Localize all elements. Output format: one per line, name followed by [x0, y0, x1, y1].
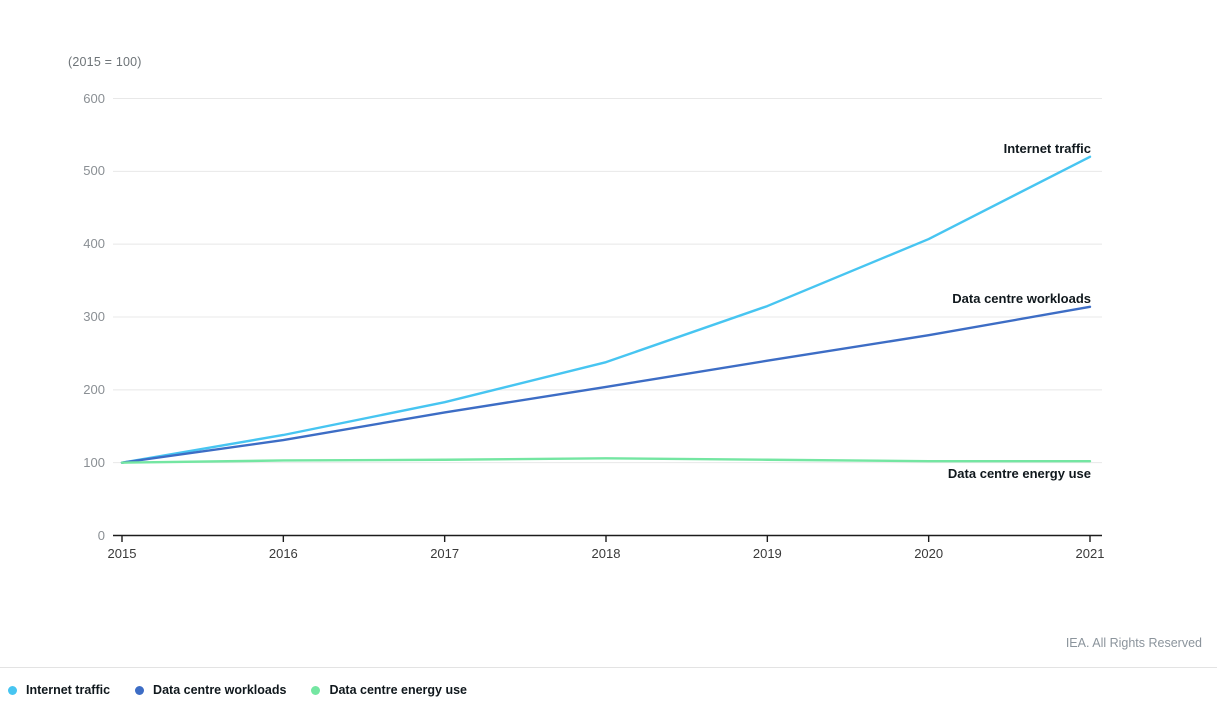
y-tick-label: 300 — [83, 309, 105, 324]
x-tick-label: 2020 — [914, 546, 944, 561]
series-label-internet-traffic: Internet traffic — [1003, 140, 1091, 156]
data-centre-energy-use-dot-icon — [311, 685, 321, 695]
copyright-text: IEA. All Rights Reserved — [1065, 636, 1202, 650]
legend-item-data-centre-energy-use[interactable]: Data centre energy use — [311, 683, 467, 697]
internet-traffic-dot-icon — [8, 685, 17, 695]
legend-item-internet-traffic[interactable]: Internet traffic — [8, 683, 110, 697]
x-tick-label: 2018 — [591, 546, 621, 561]
series-line-internet-traffic[interactable] — [120, 155, 1092, 464]
legend-label: Data centre workloads — [153, 683, 287, 697]
series-line-data-centre-workloads[interactable] — [120, 305, 1092, 464]
legend-label: Data centre energy use — [329, 683, 467, 697]
index-note: (2015 = 100) — [68, 55, 142, 69]
x-tick-label: 2017 — [430, 546, 460, 561]
x-tick-label: 2021 — [1075, 546, 1105, 561]
legend-label: Internet traffic — [26, 683, 111, 697]
y-tick-label: 200 — [83, 381, 105, 397]
divider-line — [0, 667, 1217, 668]
y-tick-label: 500 — [83, 163, 105, 179]
legend: Internet traffic Data centre workloads D… — [8, 683, 467, 697]
series-label-data-centre-workloads: Data centre workloads — [952, 290, 1091, 306]
plot-area-svg — [113, 98, 1102, 542]
y-tick-label: 0 — [97, 527, 105, 543]
y-tick-label: 600 — [83, 90, 105, 106]
y-tick-label: 400 — [83, 236, 105, 252]
series-label-data-centre-energy-use: Data centre energy use — [947, 466, 1091, 482]
legend-item-data-centre-workloads[interactable]: Data centre workloads — [135, 683, 286, 697]
x-tick-label: 2019 — [752, 546, 782, 561]
x-tick-label: 2016 — [268, 546, 298, 561]
x-tick-label: 2015 — [107, 546, 137, 561]
series-line-data-centre-energy-use[interactable] — [120, 457, 1092, 464]
data-centre-workloads-dot-icon — [135, 685, 145, 695]
y-tick-label: 100 — [83, 454, 105, 470]
